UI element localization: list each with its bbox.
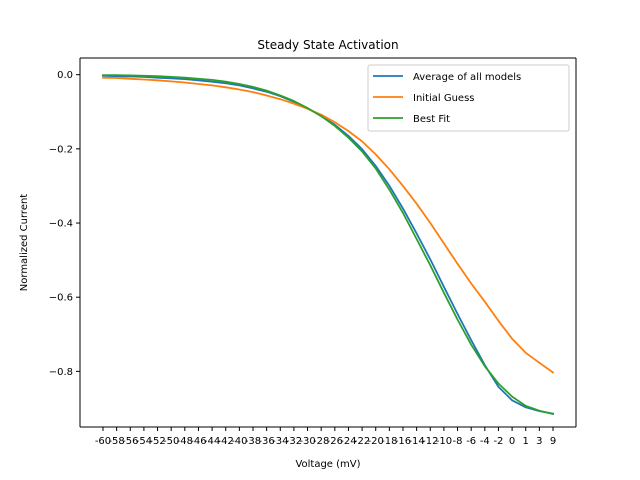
y-tick-label: −0.2 <box>49 144 73 155</box>
x-tick-label: -8 <box>453 436 463 447</box>
x-tick-label: 9 <box>550 436 556 447</box>
x-tick-label: 3 <box>536 436 542 447</box>
x-tick-label: -14 <box>408 436 424 447</box>
legend: Average of all models Initial Guess Best F… <box>367 64 570 132</box>
chart-title: Steady State Activation <box>257 38 398 52</box>
x-tick-label: -32 <box>286 436 302 447</box>
y-axis-ticks: 0.0 −0.2 −0.4 −0.6 −0.8 <box>49 70 80 378</box>
legend-label-1: Average of all models <box>413 72 521 83</box>
x-axis-label: Voltage (mV) <box>295 459 360 470</box>
x-tick-label: -20 <box>368 436 384 447</box>
x-tick-label: 1 <box>523 436 529 447</box>
x-tick-label: -26 <box>327 436 343 447</box>
x-tick-label: -38 <box>245 436 261 447</box>
x-tick-label: -22 <box>354 436 370 447</box>
x-tick-label: -60 <box>95 436 111 447</box>
legend-label-3: Best Fit <box>413 114 450 125</box>
x-tick-label: -46 <box>190 436 206 447</box>
y-tick-label: −0.6 <box>49 293 73 304</box>
x-tick-label: -12 <box>422 436 438 447</box>
axes-frame <box>79 57 577 428</box>
x-tick-label: -58 <box>108 436 124 447</box>
x-tick-label: -24 <box>340 436 356 447</box>
series-layer <box>102 74 555 416</box>
x-tick-label: -34 <box>272 436 288 447</box>
x-tick-label: -50 <box>163 436 179 447</box>
y-tick-label: 0.0 <box>57 70 73 81</box>
x-tick-label: -16 <box>395 436 411 447</box>
x-tick-label: -10 <box>436 436 452 447</box>
x-tick-label: -30 <box>299 436 315 447</box>
x-tick-label: -56 <box>122 436 138 447</box>
y-tick-label: −0.8 <box>49 367 73 378</box>
x-tick-label: -42 <box>218 436 234 447</box>
x-tick-label: -44 <box>204 436 220 447</box>
y-tick-label: −0.4 <box>49 219 73 230</box>
x-tick-label: -2 <box>493 436 503 447</box>
x-axis-ticks: -60-58-56-54-52-50-48-46-44-42-40-38-36-… <box>95 427 556 447</box>
series-line-2 <box>102 76 555 374</box>
x-tick-label: -28 <box>313 436 329 447</box>
legend-label-2: Initial Guess <box>413 93 475 104</box>
x-tick-label: -4 <box>480 436 490 447</box>
x-tick-label: -18 <box>381 436 397 447</box>
y-axis-label: Normalized Current <box>19 194 30 292</box>
x-tick-label: -54 <box>136 436 152 447</box>
x-tick-label: -6 <box>466 436 476 447</box>
x-tick-label: -52 <box>149 436 165 447</box>
series-line-3 <box>102 74 555 416</box>
x-tick-label: -36 <box>258 436 274 447</box>
legend-box <box>367 64 570 132</box>
x-tick-label: 0 <box>509 436 515 447</box>
x-tick-label: -40 <box>231 436 247 447</box>
x-tick-label: -48 <box>177 436 193 447</box>
